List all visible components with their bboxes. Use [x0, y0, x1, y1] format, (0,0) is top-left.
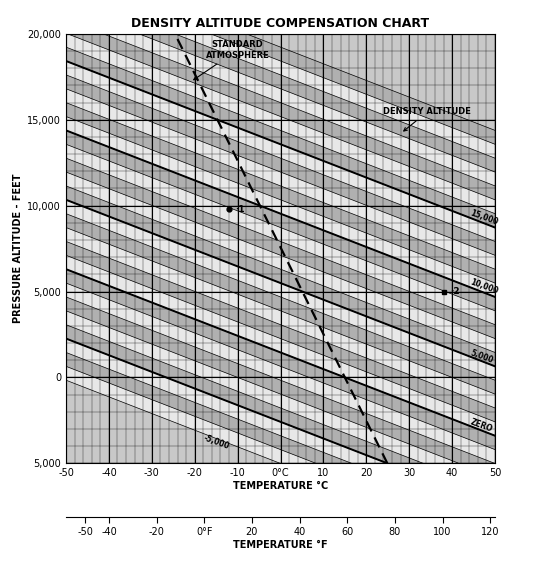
- Polygon shape: [66, 325, 495, 463]
- Polygon shape: [66, 131, 495, 311]
- Text: ·2: ·2: [450, 287, 460, 296]
- Polygon shape: [66, 47, 495, 228]
- Polygon shape: [66, 34, 495, 158]
- Text: STANDARD
ATMOSPHERE: STANDARD ATMOSPHERE: [194, 40, 270, 80]
- Text: 5,000: 5,000: [469, 348, 494, 364]
- Text: -5,000: -5,000: [202, 434, 230, 451]
- Polygon shape: [66, 144, 495, 325]
- Polygon shape: [66, 75, 495, 255]
- Polygon shape: [66, 214, 495, 394]
- Polygon shape: [66, 34, 495, 144]
- Text: ·1: ·1: [235, 205, 245, 214]
- Polygon shape: [66, 241, 495, 422]
- Text: ZERO: ZERO: [469, 418, 494, 434]
- Polygon shape: [66, 255, 495, 436]
- Text: 10,000: 10,000: [469, 278, 500, 296]
- Polygon shape: [66, 34, 495, 214]
- Polygon shape: [66, 89, 495, 269]
- Polygon shape: [66, 366, 495, 463]
- Polygon shape: [66, 228, 495, 408]
- Polygon shape: [66, 311, 495, 463]
- Polygon shape: [66, 353, 495, 463]
- Text: 15,000: 15,000: [469, 208, 499, 227]
- Polygon shape: [66, 61, 495, 241]
- Polygon shape: [66, 200, 495, 380]
- Polygon shape: [66, 158, 495, 338]
- Polygon shape: [66, 172, 495, 353]
- Polygon shape: [66, 116, 495, 297]
- Polygon shape: [66, 34, 495, 186]
- Polygon shape: [66, 338, 495, 463]
- Polygon shape: [66, 269, 495, 450]
- Title: DENSITY ALTITUDE COMPENSATION CHART: DENSITY ALTITUDE COMPENSATION CHART: [131, 17, 430, 30]
- Polygon shape: [66, 186, 495, 366]
- Polygon shape: [66, 103, 495, 283]
- X-axis label: TEMPERATURE °F: TEMPERATURE °F: [233, 540, 328, 550]
- Polygon shape: [66, 297, 495, 463]
- Polygon shape: [66, 34, 495, 200]
- Polygon shape: [66, 34, 495, 172]
- X-axis label: TEMPERATURE °C: TEMPERATURE °C: [233, 481, 328, 491]
- Y-axis label: PRESSURE ALTITUDE - FEET: PRESSURE ALTITUDE - FEET: [13, 174, 23, 323]
- Text: DENSITY ALTITUDE: DENSITY ALTITUDE: [383, 107, 471, 131]
- Polygon shape: [66, 283, 495, 463]
